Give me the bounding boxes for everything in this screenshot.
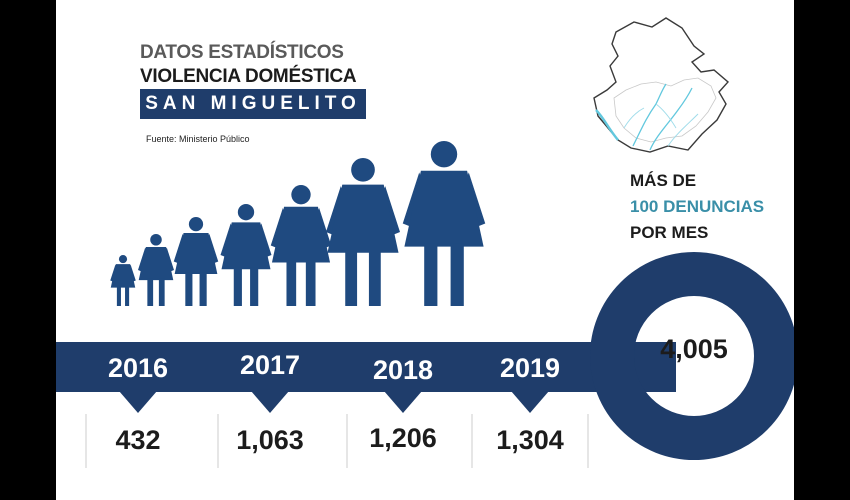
woman-figure-icon bbox=[326, 158, 400, 306]
woman-figure-icon bbox=[270, 185, 332, 306]
year-label: 2017 bbox=[239, 350, 301, 380]
woman-figure-icon bbox=[173, 217, 219, 306]
divider-group bbox=[85, 414, 589, 468]
woman-figure-icon bbox=[220, 204, 272, 306]
woman-figure-icon bbox=[110, 254, 136, 306]
timeline-band bbox=[56, 342, 676, 392]
note-line1: MÁS DE bbox=[630, 171, 697, 190]
year-label: 2018 bbox=[372, 355, 434, 385]
title-line1: DATOS ESTADÍSTICOS bbox=[140, 42, 344, 63]
year-pointer bbox=[119, 391, 157, 413]
year-label: 2019 bbox=[499, 353, 561, 383]
year-pointer bbox=[511, 391, 549, 413]
infographic: DATOS ESTADÍSTICOS VIOLENCIA DOMÉSTICA S… bbox=[56, 0, 794, 500]
woman-figure-icon bbox=[138, 234, 174, 306]
note-line2: 100 DENUNCIAS bbox=[630, 197, 765, 216]
count-value: 432 bbox=[115, 425, 161, 455]
year-label: 2016 bbox=[107, 353, 169, 383]
chart-graphics bbox=[56, 17, 794, 468]
count-value: 1,304 bbox=[496, 425, 564, 455]
monthly-note: MÁS DE 100 DENUNCIAS POR MES bbox=[630, 168, 764, 246]
total-ring bbox=[590, 252, 794, 460]
count-value: 1,206 bbox=[369, 423, 437, 453]
source-note: Fuente: Ministerio Público bbox=[146, 134, 250, 144]
title-line2: VIOLENCIA DOMÉSTICA bbox=[140, 66, 357, 87]
total-value: 4,005 bbox=[660, 334, 728, 364]
place-banner: SAN MIGUELITO bbox=[140, 89, 366, 119]
pointer-group bbox=[119, 391, 549, 413]
count-value: 1,063 bbox=[236, 425, 304, 455]
year-pointer bbox=[384, 391, 422, 413]
figure-group bbox=[110, 141, 486, 306]
woman-figure-icon bbox=[402, 141, 486, 306]
district-map bbox=[593, 17, 730, 153]
note-line3: POR MES bbox=[630, 223, 709, 242]
year-pointer bbox=[251, 391, 289, 413]
